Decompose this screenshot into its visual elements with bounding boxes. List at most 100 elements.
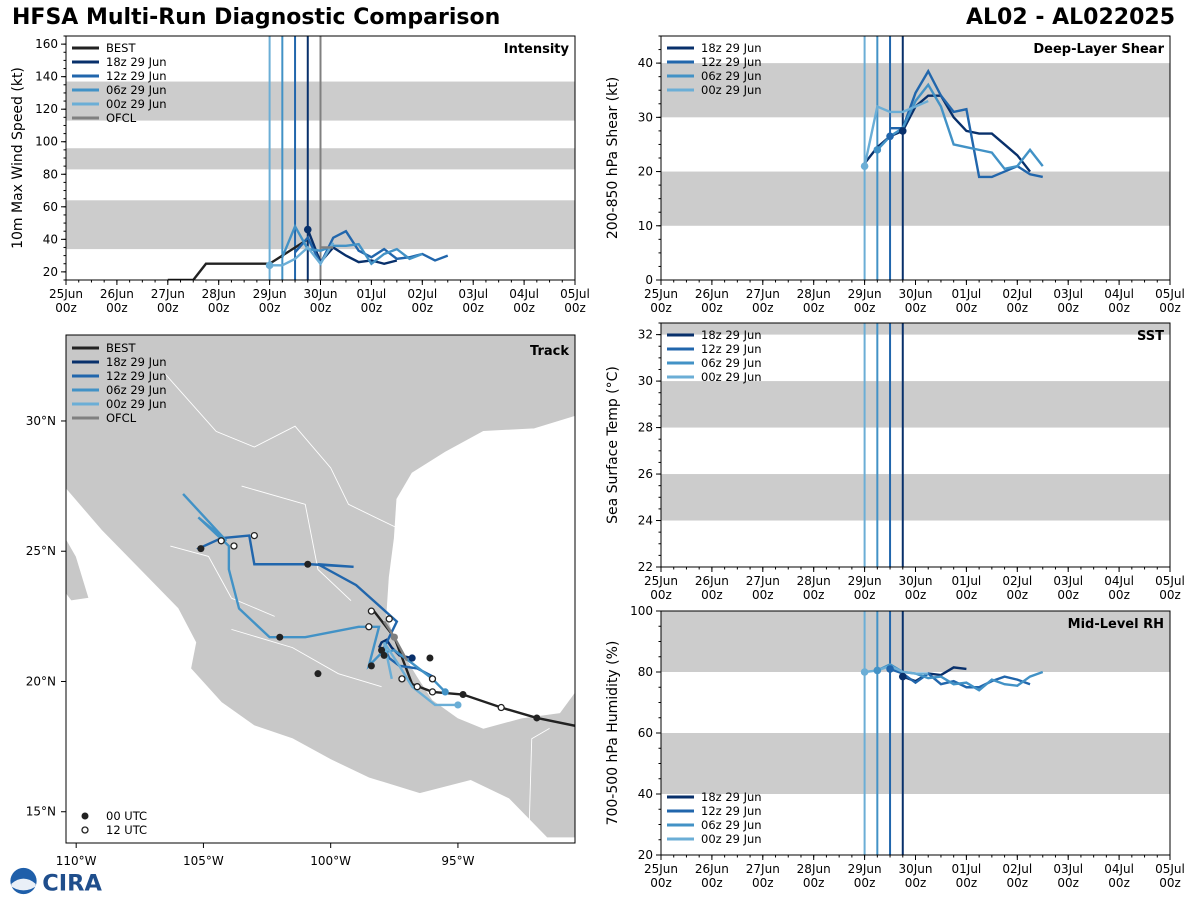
track-point-12utc — [413, 683, 421, 691]
shear-y-tick-label: 20 — [638, 165, 653, 179]
shear-title: Deep-Layer Shear — [1033, 42, 1164, 57]
shear-x-tick-label: 00z — [752, 301, 774, 315]
rh-x-tick-label: 30Jun — [898, 862, 932, 876]
intensity-x-tick-label: 02Jul — [407, 287, 437, 301]
track-y-tick-label: 25°N — [26, 544, 56, 558]
sst-x-tick-label: 00z — [1007, 588, 1029, 602]
shear-x-tick-label: 00z — [854, 301, 876, 315]
rh-x-tick-label: 00z — [752, 876, 774, 890]
shear-legend-label: 18z 29 Jun — [701, 41, 762, 55]
intensity-x-tick-label: 00z — [259, 301, 281, 315]
intensity-x-tick-label: 00z — [412, 301, 434, 315]
track-point-00utc — [367, 662, 375, 670]
intensity-x-tick-label: 03Jul — [458, 287, 488, 301]
track-x-tick-label: 105°W — [183, 854, 224, 868]
sst-x-tick-label: 27Jun — [746, 574, 780, 588]
track-point-12utc — [428, 688, 437, 696]
track-legend-label: OFCL — [106, 411, 137, 425]
sst-x-tick-label: 00z — [701, 588, 723, 602]
rh-y-tick-label: 100 — [630, 604, 653, 618]
sst-y-tick-label: 28 — [638, 421, 653, 435]
rh-x-tick-label: 01Jul — [952, 862, 982, 876]
rh-band — [661, 611, 1170, 672]
rh-x-tick-label: 25Jun — [644, 862, 678, 876]
shear-x-tick-label: 00z — [956, 301, 978, 315]
shear-x-tick-label: 01Jul — [952, 287, 982, 301]
shear-y-tick-label: 0 — [645, 273, 653, 287]
intensity-x-tick-label: 00z — [564, 301, 586, 315]
sst-x-tick-label: 00z — [752, 588, 774, 602]
intensity-x-tick-label: 25Jun — [49, 287, 83, 301]
rh-legend-label: 06z 29 Jun — [701, 818, 762, 832]
intensity-x-tick-label: 05Jul — [560, 287, 590, 301]
land-baja — [66, 537, 90, 602]
sst-x-tick-label: 00z — [854, 588, 876, 602]
track-point-00utc — [459, 691, 467, 699]
track-y-tick-label: 30°N — [26, 414, 56, 428]
sst-title: SST — [1137, 329, 1164, 344]
rh-x-tick-label: 29Jun — [848, 862, 882, 876]
track-point-00utc — [276, 633, 284, 641]
shear-legend-label: 06z 29 Jun — [701, 69, 762, 83]
intensity-y-tick-label: 120 — [35, 102, 58, 116]
sst-x-tick-label: 00z — [1108, 588, 1130, 602]
shear-band — [661, 171, 1170, 226]
track-point-12utc — [365, 623, 373, 631]
track-x-tick-label: 100°W — [310, 854, 351, 868]
intensity-x-tick-label: 29Jun — [253, 287, 287, 301]
track-point-12utc — [398, 675, 406, 683]
sst-x-tick-label: 26Jun — [695, 574, 729, 588]
track-plot-area — [66, 335, 575, 843]
state-border — [170, 545, 275, 617]
shear-y-tick-label: 40 — [638, 56, 653, 70]
track-point-colored — [441, 688, 449, 696]
intensity-x-tick-label: 00z — [361, 301, 383, 315]
intensity-y-tick-label: 140 — [35, 70, 58, 84]
track-y-tick-label: 20°N — [26, 674, 56, 688]
track-point-12utc — [367, 607, 376, 615]
intensity-plot-area — [66, 36, 575, 280]
state-border — [528, 727, 550, 825]
rh-y-tick-label: 20 — [638, 848, 653, 862]
sst-x-tick-label: 00z — [803, 588, 825, 602]
track-x-tick-label: 95°W — [441, 854, 474, 868]
intensity-marker — [303, 225, 312, 234]
sst-y-tick-label: 22 — [638, 560, 653, 574]
rh-marker — [898, 672, 907, 681]
shear-x-tick-label: 30Jun — [898, 287, 932, 301]
shear-y-tick-label: 10 — [638, 219, 653, 233]
intensity-x-tick-label: 00z — [157, 301, 179, 315]
rh-marker — [886, 665, 894, 673]
track-point-00utc — [197, 545, 205, 553]
rh-marker — [860, 668, 869, 676]
sst-y-tick-label: 32 — [638, 328, 653, 342]
rh-x-tick-label: 00z — [1057, 876, 1079, 890]
intensity-x-tick-label: 00z — [310, 301, 332, 315]
intensity-legend-label: 12z 29 Jun — [106, 69, 167, 83]
storm-id: AL02 - AL022025 — [966, 5, 1175, 30]
sst-band — [661, 323, 1170, 335]
track-legend-label: 06z 29 Jun — [106, 383, 167, 397]
shear-x-tick-label: 26Jun — [695, 287, 729, 301]
land-mexico — [66, 335, 575, 839]
intensity-y-tick-label: 160 — [35, 37, 58, 51]
track-point-12utc — [385, 615, 393, 623]
marker-legend-00utc-symbol — [81, 812, 89, 820]
rh-x-tick-label: 28Jun — [797, 862, 831, 876]
sst-band — [661, 474, 1170, 521]
intensity-y-tick-label: 40 — [43, 232, 58, 246]
shear-x-tick-label: 00z — [1057, 301, 1079, 315]
intensity-legend-label: BEST — [106, 41, 136, 55]
track-point-00utc — [378, 646, 386, 654]
intensity-x-tick-label: 28Jun — [202, 287, 236, 301]
sst-x-tick-label: 00z — [1159, 588, 1181, 602]
rh-plot-area — [661, 611, 1170, 855]
intensity-series-00z — [269, 241, 335, 267]
track-point-12utc — [250, 531, 258, 540]
rh-y-tick-label: 40 — [638, 787, 653, 801]
shear-x-tick-label: 00z — [803, 301, 825, 315]
sst-plot-area — [661, 323, 1170, 567]
